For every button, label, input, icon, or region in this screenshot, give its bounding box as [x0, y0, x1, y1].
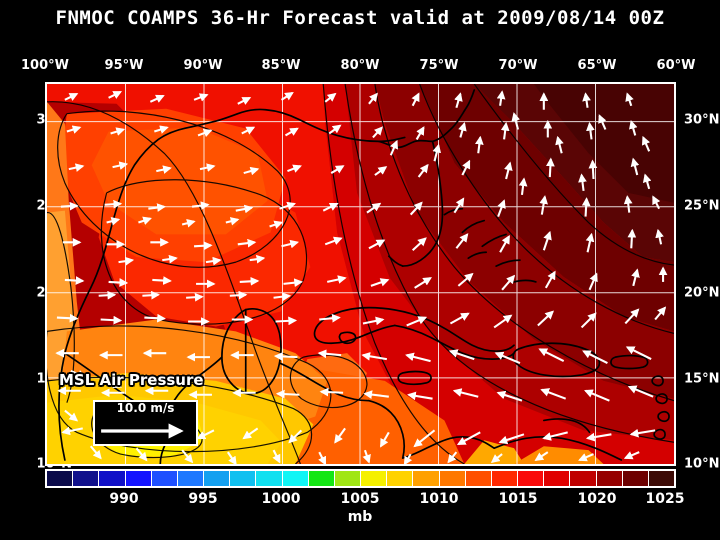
lat-label-right-20n: 20°N	[684, 285, 720, 301]
reference-arrow-icon	[101, 423, 184, 439]
colorbar-swatch-11	[334, 471, 362, 486]
colorbar-tick-1025: 1025	[645, 491, 685, 507]
wind-vectors	[55, 90, 668, 464]
lat-label-right-25n: 25°N	[684, 198, 720, 214]
lon-label-60w: 60°W	[656, 58, 696, 73]
colorbar-swatch-1	[73, 471, 100, 486]
coastlines	[58, 89, 670, 464]
colorbar-swatch-2	[99, 471, 126, 486]
colorbar-swatch-12	[361, 471, 388, 486]
colorbar-swatch-5	[177, 471, 205, 486]
map-canvas	[47, 84, 674, 464]
colorbar-swatch-23	[648, 471, 675, 486]
lon-label-95w: 95°W	[104, 58, 144, 73]
colorbar-unit-label: mb	[347, 509, 373, 525]
colorbar-tick-1010: 1010	[419, 491, 459, 507]
colorbar-swatch-14	[413, 471, 440, 486]
lon-label-65w: 65°W	[577, 58, 617, 73]
colorbar-swatch-21	[596, 471, 623, 486]
wind-vector-key: 10.0 m/s	[93, 400, 198, 446]
colorbar-tick-1000: 1000	[261, 491, 301, 507]
colorbar-swatch-20	[570, 471, 597, 486]
colorbar-swatch-17	[491, 471, 519, 486]
colorbar-tick-1005: 1005	[340, 491, 380, 507]
lat-label-right-15n: 15°N	[684, 371, 720, 387]
wind-vector-key-label: 10.0 m/s	[116, 401, 175, 415]
colorbar-swatch-13	[387, 471, 414, 486]
colorbar-tick-1020: 1020	[577, 491, 617, 507]
colorbar-swatch-6	[204, 471, 231, 486]
page-title: FNMOC COAMPS 36-Hr Forecast valid at 200…	[55, 7, 665, 29]
lon-label-100w: 100°W	[21, 58, 69, 73]
colorbar-swatch-3	[125, 471, 152, 486]
lon-label-70w: 70°W	[498, 58, 538, 73]
colorbar-tick-1015: 1015	[498, 491, 538, 507]
colorbar-swatch-19	[544, 471, 571, 486]
colorbar-swatch-4	[151, 471, 178, 486]
colorbar-swatch-0	[47, 471, 74, 486]
colorbar-swatch-8	[256, 471, 283, 486]
map-plot-area[interactable]: MSL Air Pressure 10.0 m/s	[45, 82, 676, 466]
lon-label-80w: 80°W	[340, 58, 380, 73]
lon-label-90w: 90°W	[183, 58, 223, 73]
lon-label-75w: 75°W	[419, 58, 459, 73]
isobars	[47, 84, 674, 464]
colorbar-swatch-18	[518, 471, 545, 486]
colorbar-swatch-15	[439, 471, 466, 486]
colorbar-swatch-10	[308, 471, 335, 486]
lat-label-right-10n: 10°N	[684, 456, 720, 472]
colorbar-tick-990: 990	[109, 491, 139, 507]
lon-label-85w: 85°W	[261, 58, 301, 73]
colorbar-swatch-7	[230, 471, 257, 486]
colorbar-swatch-9	[282, 471, 309, 486]
colorbar-swatch-22	[622, 471, 649, 486]
colorbar-tick-995: 995	[188, 491, 218, 507]
lat-label-right-30n: 30°N	[684, 112, 720, 128]
colorbar-swatch-16	[465, 471, 492, 486]
pressure-colorbar	[45, 469, 676, 488]
